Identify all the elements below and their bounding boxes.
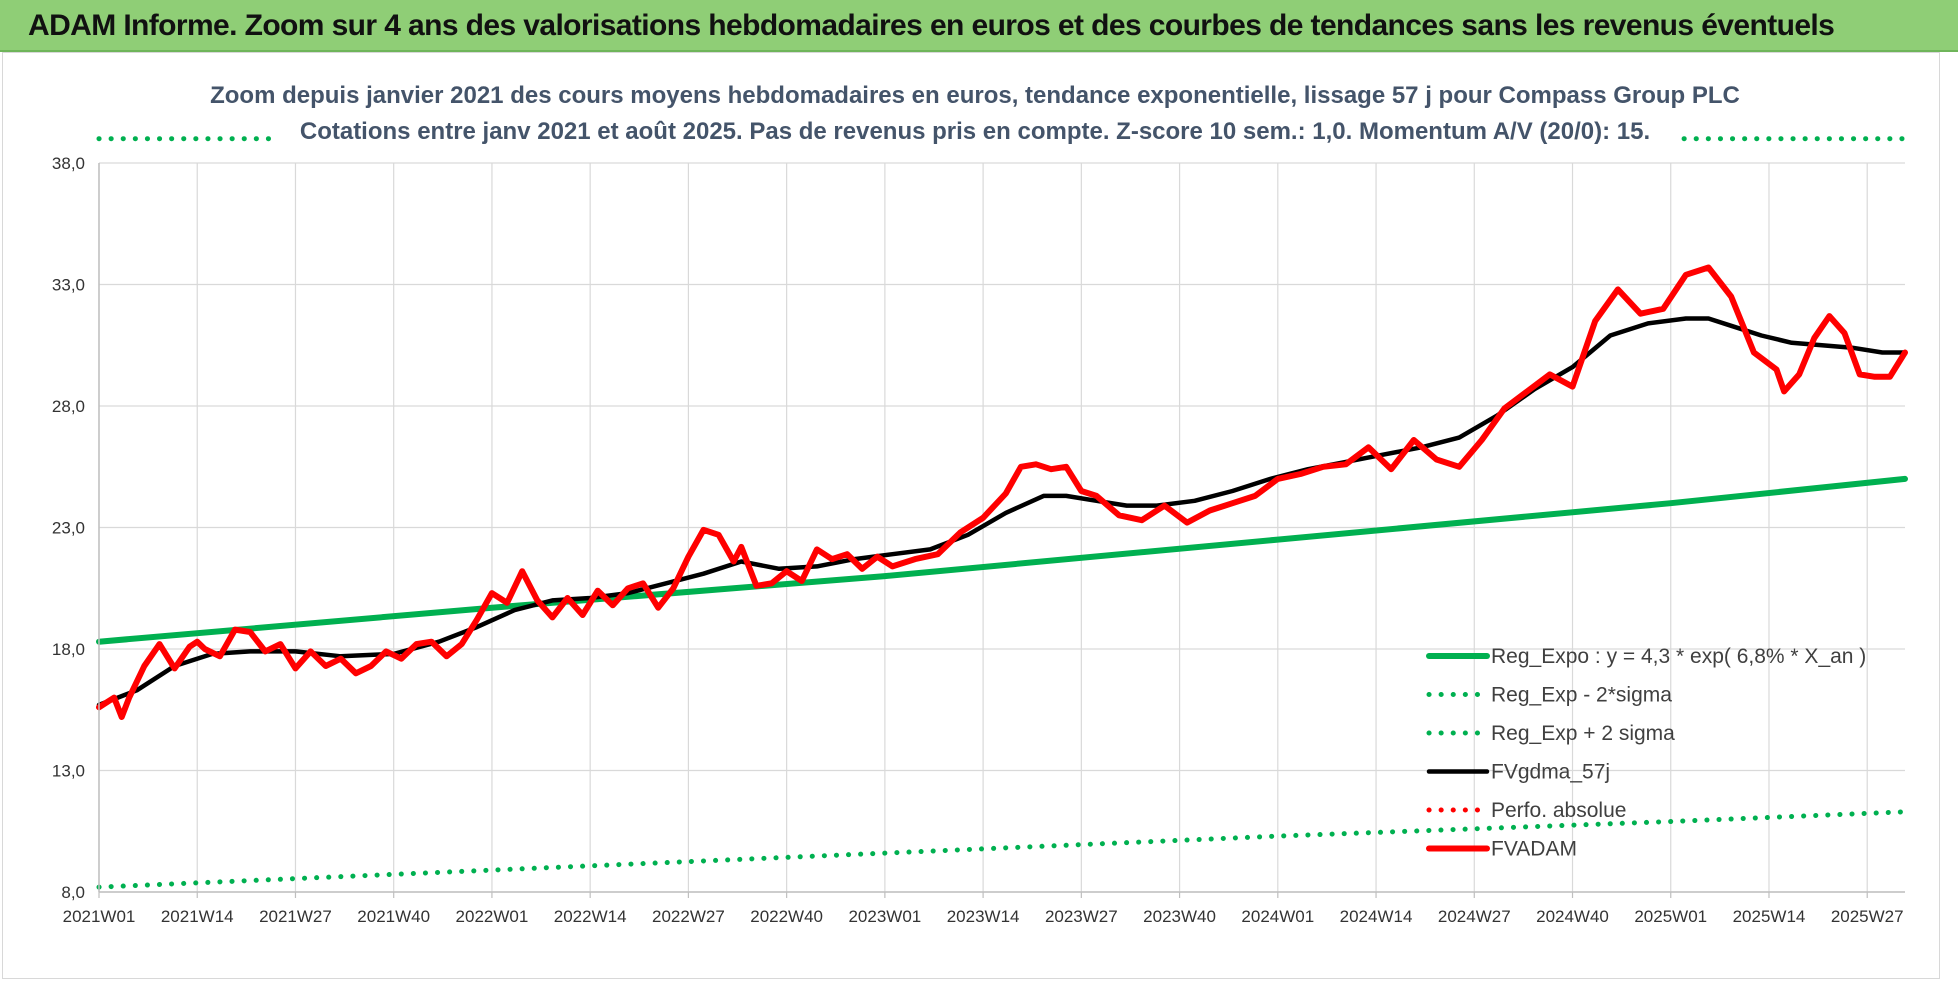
x-tick-label: 2022W27 [652,907,725,926]
x-tick-label: 2023W40 [1143,907,1216,926]
line-chart: 8,0 13,0 18,0 23,0 28,0 33,0 38,0 2021W01 2021W1… [52,71,1908,926]
x-tick-label: 2021W27 [259,907,332,926]
x-tick-label: 2024W40 [1536,907,1609,926]
x-tick-label: 2023W27 [1045,907,1118,926]
series-line-3 [96,316,1908,708]
report-title: ADAM Informe. Zoom sur 4 ans des valoris… [28,9,1835,42]
y-tick-label: 38,0 [52,154,85,173]
chart-subtitle: Cotations entre janv 2021 et août 2025. … [300,118,1650,145]
legend-label: FVgdma_57j [1491,761,1610,784]
legend-label: Perfo. absolue [1491,799,1626,822]
x-tick-label: 2024W27 [1438,907,1511,926]
x-tick-label: 2023W14 [947,907,1020,926]
series-line-1 [96,809,1908,890]
series-line-0 [96,475,1908,645]
series-layer [96,136,1908,890]
chart-title: Zoom depuis janvier 2021 des cours moyen… [210,82,1740,109]
y-tick-label: 13,0 [52,762,85,781]
y-tick-label: 33,0 [52,276,85,295]
x-tick-label: 2022W14 [554,907,627,926]
series-line-5 [96,264,1908,720]
title-background [275,71,1675,155]
y-tick-label: 23,0 [52,519,85,538]
x-tick-label: 2022W01 [456,907,529,926]
x-tick-label: 2025W27 [1831,907,1904,926]
report-banner: ADAM Informe. Zoom sur 4 ans des valoris… [0,0,1958,52]
x-tick-label: 2022W40 [750,907,823,926]
y-tick-label: 18,0 [52,640,85,659]
x-tick-label: 2024W01 [1241,907,1314,926]
legend-label: Reg_Expo : y = 4,3 * exp( 6,8% * X_an ) [1491,645,1866,668]
y-tick-label: 8,0 [61,883,85,902]
x-tick-label: 2025W14 [1733,907,1806,926]
y-tick-label: 28,0 [52,397,85,416]
chart-title-block: Zoom depuis janvier 2021 des cours moyen… [210,71,1740,155]
chart-frame: 8,0 13,0 18,0 23,0 28,0 33,0 38,0 2021W01 2021W1… [2,52,1940,979]
legend-label: FVADAM [1491,838,1577,861]
x-tick-label: 2021W14 [161,907,234,926]
grid-layer [98,162,1905,893]
axis-layer: 8,0 13,0 18,0 23,0 28,0 33,0 38,0 2021W01 2021W1… [52,154,1905,926]
x-tick-label: 2023W01 [848,907,921,926]
legend-label: Reg_Exp - 2*sigma [1491,684,1672,707]
x-tick-label: 2025W01 [1634,907,1707,926]
legend: Reg_Expo : y = 4,3 * exp( 6,8% * X_an ) R… [1426,645,1866,861]
x-tick-label: 2021W01 [63,907,136,926]
x-tick-label: 2021W40 [357,907,430,926]
legend-label: Reg_Exp + 2 sigma [1491,722,1675,745]
x-tick-label: 2024W14 [1340,907,1413,926]
